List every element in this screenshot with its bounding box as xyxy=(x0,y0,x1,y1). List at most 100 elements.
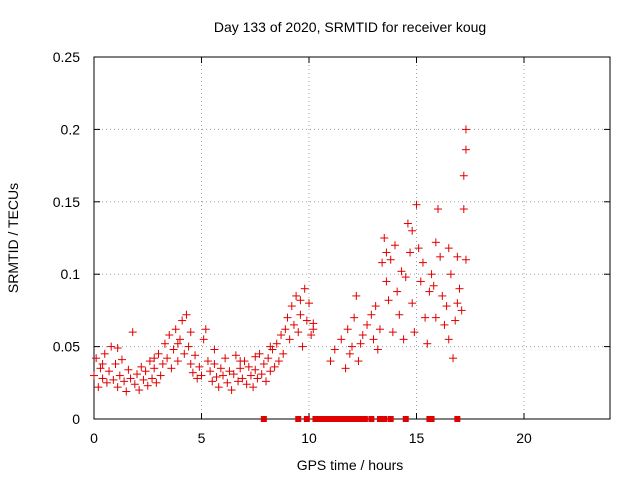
data-point xyxy=(236,357,245,366)
data-point xyxy=(459,205,468,214)
data-point xyxy=(399,335,408,344)
data-points xyxy=(90,125,470,422)
data-point xyxy=(236,364,245,373)
data-point xyxy=(113,383,122,392)
data-point xyxy=(373,345,382,354)
data-point xyxy=(186,328,195,337)
data-point xyxy=(414,244,423,253)
data-point xyxy=(105,367,114,376)
data-point xyxy=(193,374,202,383)
data-point xyxy=(120,377,129,386)
data-point xyxy=(249,383,258,392)
zero-point xyxy=(353,416,360,422)
data-point xyxy=(113,344,122,353)
data-point xyxy=(100,349,109,358)
data-point xyxy=(191,351,200,360)
data-point xyxy=(350,313,359,322)
zero-point xyxy=(260,416,267,422)
data-point xyxy=(296,310,305,319)
data-point xyxy=(229,370,238,379)
data-point xyxy=(367,310,376,319)
data-point xyxy=(225,367,234,376)
data-point xyxy=(451,316,460,325)
data-point xyxy=(461,125,470,134)
data-point xyxy=(195,362,204,371)
data-point xyxy=(434,205,442,214)
data-point xyxy=(438,291,447,300)
data-point xyxy=(285,335,294,344)
data-point xyxy=(264,354,273,363)
x-tick-label: 10 xyxy=(301,430,317,446)
data-point xyxy=(216,364,225,373)
data-point xyxy=(440,320,449,329)
data-point xyxy=(223,378,232,387)
data-point xyxy=(201,325,210,334)
y-tick-label: 0.2 xyxy=(61,121,81,137)
data-point xyxy=(182,310,191,319)
y-axis-label: SRMTID / TECUs xyxy=(5,183,21,293)
data-point xyxy=(461,255,470,264)
data-point xyxy=(94,383,103,392)
data-point xyxy=(307,331,316,340)
data-point xyxy=(397,267,406,276)
data-point xyxy=(348,342,356,351)
zero-point xyxy=(381,416,388,422)
zero-point xyxy=(325,416,332,422)
data-point xyxy=(253,374,262,383)
data-point xyxy=(395,310,404,319)
data-point xyxy=(96,364,105,373)
data-point xyxy=(412,200,421,209)
data-point xyxy=(251,365,260,374)
data-point xyxy=(296,296,305,305)
zero-point xyxy=(344,416,351,422)
data-point xyxy=(133,370,141,379)
data-point xyxy=(421,313,430,322)
zero-point xyxy=(376,416,383,422)
data-point xyxy=(214,383,223,392)
data-point xyxy=(186,359,195,368)
zero-point xyxy=(454,416,461,422)
data-point xyxy=(180,349,189,358)
data-point xyxy=(378,258,387,267)
data-point xyxy=(115,371,124,380)
data-point xyxy=(173,357,182,366)
data-point xyxy=(148,374,157,383)
data-point xyxy=(122,387,131,396)
data-point xyxy=(431,313,440,322)
data-point xyxy=(384,296,393,305)
data-point xyxy=(309,319,318,328)
x-tick-label: 15 xyxy=(409,430,425,446)
data-point xyxy=(126,374,135,383)
data-point xyxy=(375,325,384,334)
data-point xyxy=(461,145,470,154)
data-point xyxy=(393,287,402,296)
gridlines xyxy=(94,57,610,419)
data-point xyxy=(165,331,174,340)
data-point xyxy=(292,291,301,300)
data-point xyxy=(227,386,236,395)
data-point xyxy=(391,241,399,250)
data-point xyxy=(408,299,417,308)
data-point xyxy=(442,302,451,311)
data-point xyxy=(453,299,462,308)
data-point xyxy=(418,258,427,267)
data-point xyxy=(369,335,378,344)
data-point xyxy=(219,371,227,380)
data-point xyxy=(90,371,98,380)
data-point xyxy=(176,335,184,344)
data-point xyxy=(272,339,281,348)
data-point xyxy=(455,284,464,293)
data-point xyxy=(257,370,266,379)
data-point xyxy=(386,255,395,264)
x-tick-labels: 0 5 10 15 20 xyxy=(90,430,532,446)
data-point xyxy=(302,316,311,325)
data-point xyxy=(143,381,152,390)
zero-point xyxy=(318,416,325,422)
data-point xyxy=(212,373,221,382)
data-point xyxy=(403,219,412,228)
chart-title: Day 133 of 2020, SRMTID for receiver kou… xyxy=(214,19,486,35)
data-point xyxy=(124,365,133,374)
zero-point xyxy=(312,416,319,422)
zero-point xyxy=(338,416,345,422)
data-point xyxy=(326,357,335,366)
